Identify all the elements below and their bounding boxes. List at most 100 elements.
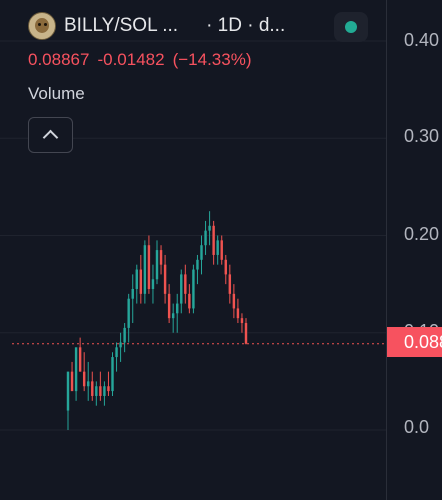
candle: [244, 318, 248, 345]
price-axis-divider: [386, 0, 387, 500]
candle: [171, 303, 175, 333]
candle-body: [74, 347, 78, 392]
candle: [167, 284, 171, 324]
candle: [204, 220, 207, 255]
candle-body: [163, 264, 167, 294]
candle-body: [78, 347, 82, 372]
candle-body: [236, 308, 240, 319]
candle-body: [204, 230, 207, 246]
candle: [111, 352, 114, 396]
candle-body: [143, 245, 147, 294]
candle-body: [212, 225, 215, 255]
candle-body: [135, 269, 138, 289]
candle: [135, 264, 138, 304]
candle-body: [180, 274, 183, 304]
current-price-tag: 0.08867: [387, 327, 442, 357]
symbol-header[interactable]: BILLY/SOL ... · 1D · d...: [28, 12, 285, 40]
candle: [143, 240, 147, 304]
candle: [127, 293, 130, 343]
candle: [151, 264, 155, 304]
last-price: 0.08867: [28, 50, 90, 69]
interval-label[interactable]: · 1D · d...: [206, 15, 286, 36]
candle-body: [103, 386, 106, 396]
candle: [82, 352, 86, 392]
candle-body: [66, 371, 70, 411]
candle: [103, 381, 106, 406]
candle-body: [147, 245, 151, 289]
candle-body: [224, 259, 227, 275]
candle-body: [192, 269, 195, 309]
candle-body: [232, 293, 236, 309]
price-axis-label: 0.20: [404, 224, 440, 244]
symbol-title[interactable]: BILLY/SOL ...: [64, 15, 179, 36]
candle-body: [240, 318, 244, 324]
candle-body: [139, 269, 143, 294]
candle-body: [196, 259, 199, 270]
chevron-up-icon: [42, 129, 59, 146]
candle-body: [87, 381, 90, 387]
candle-body: [131, 288, 134, 299]
candle: [99, 371, 102, 401]
candle-body: [119, 342, 122, 348]
candle: [163, 254, 167, 304]
candle: [70, 361, 74, 392]
candle: [192, 264, 195, 314]
candle: [139, 254, 143, 304]
candle-body: [176, 303, 179, 314]
price-axis-label: 0.0: [404, 417, 430, 437]
chart-area[interactable]: [0, 0, 386, 500]
candle-body: [171, 313, 175, 319]
candle: [216, 235, 219, 265]
candle-body: [188, 293, 191, 309]
candle-body: [200, 245, 203, 260]
candle-body: [208, 225, 211, 231]
price-change-percent: (−14.33%): [172, 50, 252, 69]
market-status-button[interactable]: [334, 12, 368, 42]
candle: [87, 361, 90, 401]
candle: [119, 332, 122, 362]
candle-body: [95, 386, 98, 396]
candle: [147, 235, 151, 294]
price-axis-label: 0.40: [404, 30, 440, 50]
candle: [123, 323, 126, 353]
candle: [220, 235, 223, 265]
candle: [188, 284, 191, 314]
candle-body: [159, 250, 163, 265]
candle-body: [111, 357, 114, 392]
candle-body: [151, 279, 155, 289]
candle-body: [115, 347, 118, 358]
candlestick-chart[interactable]: [0, 0, 386, 500]
candle: [200, 235, 203, 275]
candle-body: [82, 371, 86, 387]
candle-body: [91, 381, 94, 396]
candle: [159, 245, 163, 275]
candle-body: [70, 371, 74, 392]
candle: [115, 342, 118, 372]
candle: [228, 264, 232, 304]
candle: [224, 254, 227, 285]
candle: [66, 371, 70, 430]
candle-body: [184, 274, 187, 294]
candle-body: [123, 327, 126, 343]
token-avatar-icon: [28, 12, 56, 40]
candle-body: [155, 250, 159, 280]
status-dot-icon: [345, 21, 357, 33]
candle: [74, 347, 78, 401]
volume-label: Volume: [28, 84, 85, 103]
candle-body: [99, 386, 102, 396]
candle-body: [244, 323, 248, 344]
collapse-button[interactable]: [28, 117, 73, 153]
candle: [240, 313, 244, 333]
candle: [236, 298, 240, 324]
price-axis-label: 0.30: [404, 126, 440, 146]
candle-body: [127, 298, 130, 328]
candle: [176, 293, 179, 333]
candle: [208, 211, 211, 246]
candle-body: [228, 274, 232, 294]
candle: [155, 240, 159, 285]
candle: [95, 381, 98, 406]
candle: [180, 269, 183, 314]
candle-body: [167, 293, 171, 319]
candle-body: [107, 386, 110, 392]
candle: [91, 371, 94, 401]
